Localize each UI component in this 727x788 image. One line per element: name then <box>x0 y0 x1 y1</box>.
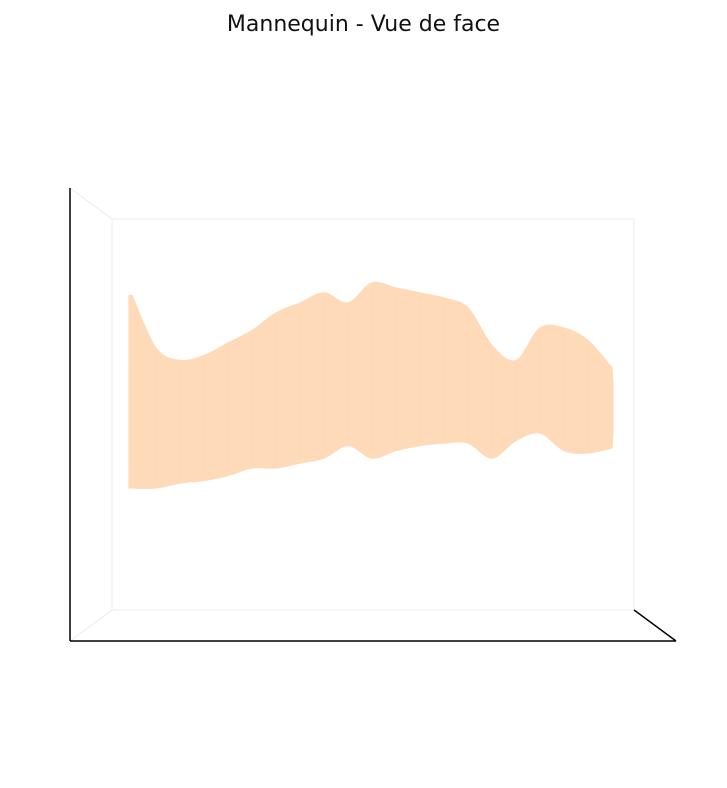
panes <box>69 187 635 642</box>
pane-diagonal-bottom <box>69 609 113 642</box>
y-axis-line <box>633 609 677 642</box>
chart-title: Mannequin - Vue de face <box>226 12 501 37</box>
pane-diagonal-top <box>69 187 113 220</box>
surface-silhouette <box>128 281 614 489</box>
mannequin-surface <box>128 281 614 489</box>
back-pane-edge <box>111 218 635 611</box>
axis-lines <box>69 188 677 642</box>
